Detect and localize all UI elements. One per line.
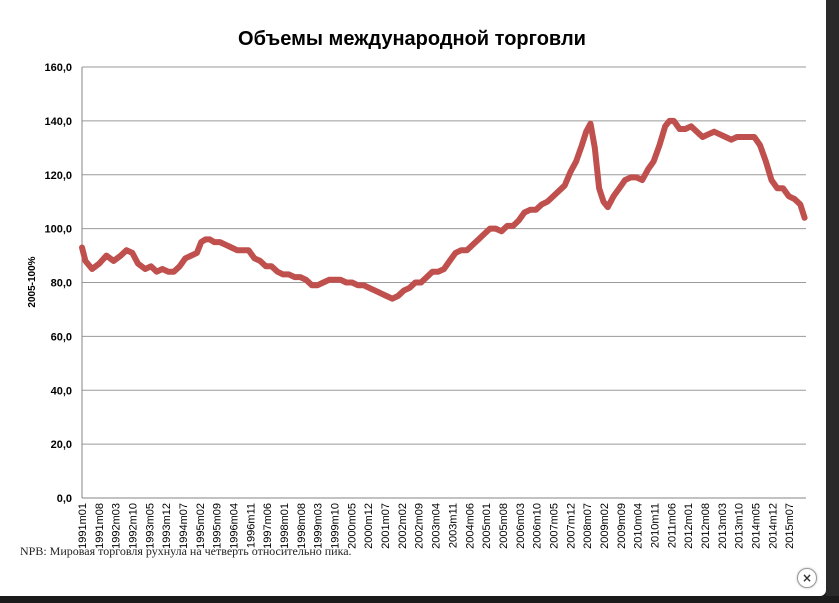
chart-title: Объемы международной торговли bbox=[238, 28, 586, 50]
y-tick-label: 20,0 bbox=[51, 439, 72, 451]
x-tick-label: 2004m06 bbox=[464, 503, 476, 549]
y-tick-label: 140,0 bbox=[44, 116, 72, 128]
page-background-right bbox=[826, 0, 839, 603]
x-tick-label: 2013m10 bbox=[734, 503, 746, 549]
series-line-layer bbox=[79, 117, 808, 302]
x-tick-label: 2002m09 bbox=[414, 503, 426, 549]
lightbox-dialog: Объемы международной торговли 2005-100% … bbox=[0, 0, 826, 596]
x-tick-label: 2000m12 bbox=[363, 503, 375, 549]
x-tick-label: 1991m01 bbox=[77, 503, 89, 549]
close-icon: × bbox=[801, 571, 813, 585]
x-tick-label: 2006m10 bbox=[532, 503, 544, 549]
x-tick-label: 2003m11 bbox=[447, 503, 459, 548]
x-tick-label: 1999m10 bbox=[330, 503, 342, 549]
x-tick-label: 1992m10 bbox=[128, 503, 140, 549]
x-tick-label: 2002m02 bbox=[397, 503, 409, 549]
x-axis-ticks: 1991m01 1991m08 1992m03 1992m10 1993m05 1993m… bbox=[77, 503, 796, 549]
x-tick-label: 2008m07 bbox=[582, 503, 594, 549]
x-tick-label: 2005m08 bbox=[498, 503, 510, 549]
x-tick-label: 1998m08 bbox=[296, 503, 308, 549]
y-tick-label: 0,0 bbox=[57, 493, 72, 505]
x-tick-label: 2000m05 bbox=[346, 503, 358, 549]
y-tick-label: 100,0 bbox=[44, 224, 72, 236]
y-tick-label: 80,0 bbox=[51, 278, 72, 290]
y-tick-label: 60,0 bbox=[51, 331, 72, 343]
x-tick-label: 2010m04 bbox=[633, 503, 645, 549]
x-tick-label: 2010m11 bbox=[650, 503, 662, 548]
x-tick-label: 1996m04 bbox=[229, 503, 241, 549]
x-tick-label: 2007m12 bbox=[565, 503, 577, 549]
x-tick-label: 1999m03 bbox=[313, 503, 325, 549]
x-tick-label: 1992m03 bbox=[111, 503, 123, 549]
x-tick-label: 1995m09 bbox=[212, 503, 224, 549]
x-tick-label: 1998m01 bbox=[279, 503, 291, 549]
x-tick-label: 1993m12 bbox=[161, 503, 173, 549]
y-axis-label: 2005-100% bbox=[27, 256, 38, 307]
x-tick-label: 2001m07 bbox=[380, 503, 392, 549]
y-tick-label: 160,0 bbox=[44, 62, 72, 74]
x-tick-label: 2011m06 bbox=[666, 503, 678, 548]
x-tick-label: 1997m06 bbox=[262, 503, 274, 549]
x-tick-label: 2014m12 bbox=[767, 503, 779, 549]
x-tick-label: 2005m01 bbox=[481, 503, 493, 549]
x-tick-label: 2003m04 bbox=[431, 503, 443, 549]
x-tick-label: 2012m08 bbox=[700, 503, 712, 549]
x-tick-label: 2009m09 bbox=[616, 503, 628, 549]
trade-volume-chart: Объемы международной торговли 2005-100% … bbox=[27, 28, 808, 549]
image-caption: NPB: Мировая торговля рухнула на четверт… bbox=[20, 544, 352, 558]
x-tick-label: 1993m05 bbox=[144, 503, 156, 549]
gridlines bbox=[81, 66, 806, 499]
page-background-bottom bbox=[0, 596, 839, 603]
series-line bbox=[79, 117, 808, 302]
x-tick-label: 2012m01 bbox=[683, 503, 695, 549]
x-tick-label: 1991m08 bbox=[94, 503, 106, 549]
x-tick-label: 2014m05 bbox=[751, 503, 763, 549]
x-tick-label: 1996m11 bbox=[245, 503, 257, 548]
y-axis-ticks: 0,0 20,0 40,0 60,0 80,0 100,0 120,0 140,0 160,0 bbox=[44, 62, 72, 505]
x-tick-label: 2006m03 bbox=[515, 503, 527, 549]
x-tick-label: 1995m02 bbox=[195, 503, 207, 549]
y-tick-label: 40,0 bbox=[51, 385, 72, 397]
x-tick-label: 2013m03 bbox=[717, 503, 729, 549]
x-tick-label: 1994m07 bbox=[178, 503, 190, 549]
x-tick-label: 2009m02 bbox=[599, 503, 611, 549]
x-tick-label: 2007m05 bbox=[548, 503, 560, 549]
y-tick-label: 120,0 bbox=[44, 170, 72, 182]
x-tick-label: 2015m07 bbox=[784, 503, 796, 549]
close-button[interactable]: × bbox=[797, 568, 817, 588]
